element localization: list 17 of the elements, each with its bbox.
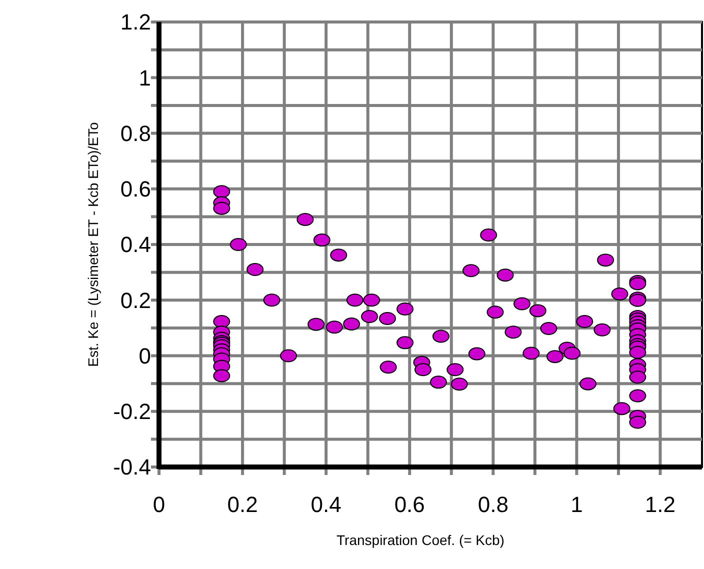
x-tick-label: 0.2 (227, 492, 258, 517)
y-tick-label: 0.2 (120, 288, 151, 313)
y-tick-label: 1.2 (120, 10, 151, 35)
y-tick-label: 0.8 (120, 120, 151, 146)
x-tick-label: 0.8 (478, 492, 508, 517)
x-tick-label: 1.2 (644, 492, 676, 517)
y-tick-label: 0.4 (120, 232, 151, 258)
x-tick-label: 0.4 (310, 492, 342, 517)
y-tick-label: -0.2 (113, 399, 151, 424)
y-axis-title: Est. Ke = (Lysimeter ET - Kcb ETo)/ETo (85, 122, 101, 367)
y-tick-label: -0.4 (113, 454, 151, 480)
y-tick-label: 1 (138, 65, 151, 90)
x-axis-title: Transpiration Coef. (= Kcb) (336, 532, 504, 548)
y-tick-label: 0 (138, 343, 151, 368)
x-tick-label: 0.6 (394, 492, 425, 517)
y-tick-label: 0.6 (120, 176, 151, 202)
x-tick-label: 1 (570, 492, 583, 517)
